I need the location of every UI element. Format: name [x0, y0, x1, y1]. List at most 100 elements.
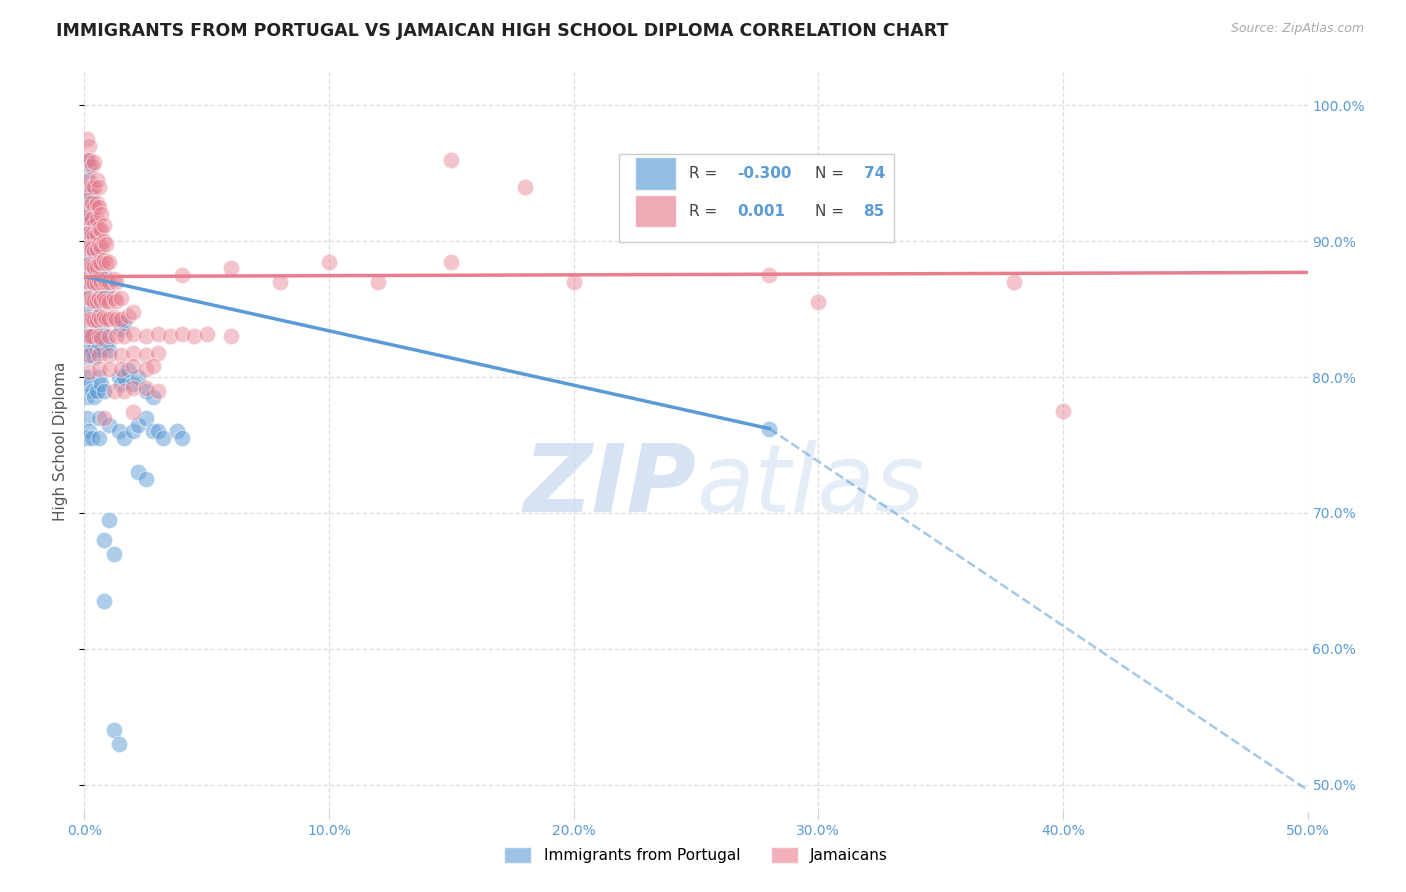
Point: [103, 547, 125, 561]
Point: [110, 291, 132, 305]
Text: IMMIGRANTS FROM PORTUGAL VS JAMAICAN HIGH SCHOOL DIPLOMA CORRELATION CHART: IMMIGRANTS FROM PORTUGAL VS JAMAICAN HIG…: [56, 22, 949, 40]
Point: [77, 173, 100, 187]
Point: [83, 241, 105, 255]
Point: [135, 381, 157, 395]
Text: 85: 85: [863, 203, 884, 219]
Point: [86, 212, 108, 227]
Point: [105, 293, 128, 308]
Point: [83, 200, 105, 214]
Point: [142, 391, 165, 405]
Point: [83, 228, 105, 243]
Point: [83, 288, 105, 302]
Point: [97, 348, 120, 362]
Point: [87, 336, 110, 351]
Point: [90, 343, 112, 357]
Point: [86, 384, 108, 398]
Point: [87, 410, 110, 425]
Point: [269, 275, 291, 289]
Point: [77, 160, 100, 174]
Point: [195, 326, 218, 341]
Point: [87, 179, 110, 194]
Point: [122, 326, 145, 341]
Point: [86, 196, 108, 211]
Point: [103, 310, 125, 325]
Point: [367, 275, 389, 289]
Point: [77, 425, 100, 439]
Point: [80, 431, 103, 445]
Text: N =: N =: [814, 203, 848, 219]
Point: [110, 322, 132, 336]
Point: [219, 261, 242, 276]
Point: [76, 410, 98, 425]
Point: [97, 417, 120, 432]
Point: [97, 295, 120, 310]
Point: [80, 214, 103, 228]
Point: [77, 200, 100, 214]
Point: [90, 330, 112, 344]
Point: [86, 343, 108, 357]
Point: [77, 329, 100, 343]
Point: [76, 132, 98, 146]
Point: [142, 359, 165, 373]
Point: [318, 254, 340, 268]
Point: [76, 210, 98, 224]
Point: [90, 295, 112, 310]
Point: [86, 277, 108, 291]
Point: [80, 275, 103, 289]
Point: [76, 227, 98, 242]
Point: [93, 234, 115, 248]
Point: [90, 256, 112, 270]
Point: [76, 268, 98, 282]
Point: [77, 212, 100, 227]
Point: [80, 261, 103, 276]
Point: [90, 275, 112, 289]
Point: [152, 431, 174, 445]
Point: [76, 259, 98, 273]
Point: [80, 227, 103, 242]
Point: [77, 343, 100, 357]
Point: [80, 179, 103, 194]
FancyBboxPatch shape: [636, 194, 676, 227]
Point: [110, 348, 132, 362]
Point: [83, 254, 105, 268]
Point: [90, 376, 112, 391]
Point: [110, 376, 132, 391]
Point: [90, 311, 112, 326]
Point: [77, 186, 100, 201]
Point: [86, 248, 108, 262]
Text: atlas: atlas: [696, 441, 924, 532]
Text: R =: R =: [689, 166, 721, 181]
Point: [77, 153, 100, 167]
Point: [77, 220, 100, 235]
Point: [110, 311, 132, 326]
Point: [76, 282, 98, 296]
Point: [172, 431, 194, 445]
Point: [83, 391, 105, 405]
Point: [758, 268, 780, 282]
Point: [83, 350, 105, 364]
Point: [758, 422, 780, 436]
Point: [83, 336, 105, 351]
Point: [96, 336, 118, 351]
Point: [105, 275, 128, 289]
Point: [135, 410, 157, 425]
Point: [93, 594, 115, 608]
Point: [135, 384, 157, 398]
Point: [80, 295, 103, 310]
Point: [83, 302, 105, 317]
Point: [146, 425, 169, 439]
Point: [135, 362, 157, 376]
Point: [76, 275, 98, 289]
Point: [87, 370, 110, 384]
Point: [77, 257, 100, 271]
FancyBboxPatch shape: [619, 154, 894, 242]
Point: [77, 275, 100, 289]
Point: [76, 179, 98, 194]
Point: [77, 226, 100, 240]
Point: [440, 254, 463, 268]
Point: [77, 261, 100, 276]
Point: [90, 293, 112, 308]
Point: [76, 153, 98, 167]
Text: 74: 74: [863, 166, 884, 181]
Point: [112, 370, 135, 384]
